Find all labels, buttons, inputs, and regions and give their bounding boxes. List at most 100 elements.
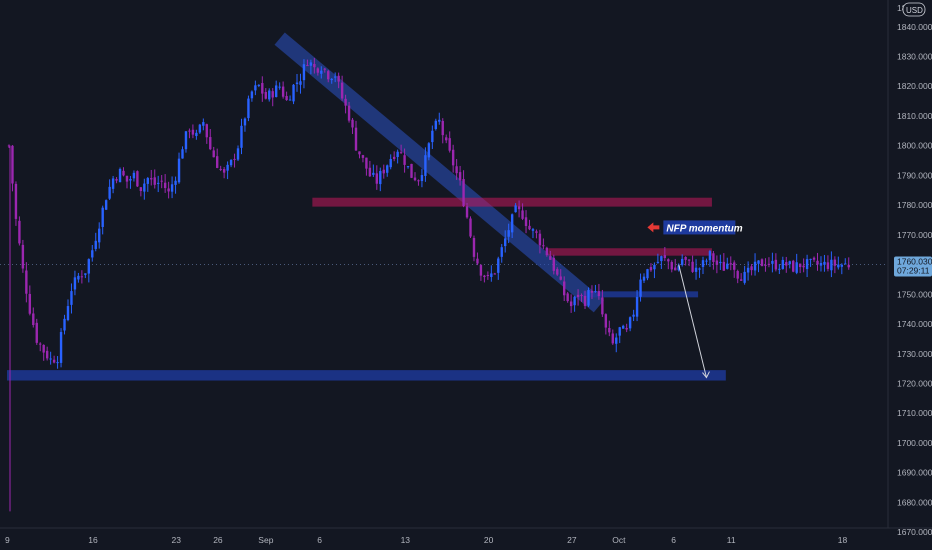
candle xyxy=(195,129,198,140)
candle xyxy=(122,167,125,177)
candle xyxy=(153,169,156,189)
price-axis[interactable]: 1840.000 1830.000 1820.000 1810.000 1800.000… xyxy=(894,2,932,537)
candle-body xyxy=(205,124,208,138)
candle-body xyxy=(136,171,139,187)
candle xyxy=(365,157,368,176)
candle-body xyxy=(514,205,517,213)
candle-body xyxy=(132,172,136,179)
candle xyxy=(229,159,233,168)
y-tick-label: 1830.000 xyxy=(897,51,932,61)
candle xyxy=(333,72,337,83)
currency-badge[interactable]: USD xyxy=(902,2,926,17)
y-tick-label: 1810.000 xyxy=(897,111,932,121)
resistance-zone-local[interactable] xyxy=(548,248,712,256)
candle xyxy=(434,118,438,131)
candle-body xyxy=(212,150,215,158)
candle xyxy=(472,235,476,262)
candle xyxy=(66,299,70,322)
candle-body xyxy=(18,220,21,244)
candle xyxy=(667,258,670,270)
candle xyxy=(101,205,104,235)
candle-body xyxy=(111,178,115,189)
candle xyxy=(618,326,621,344)
candle xyxy=(736,269,739,284)
x-tick-label: 13 xyxy=(401,535,411,545)
candle-body xyxy=(653,264,656,270)
candle-body xyxy=(250,91,254,99)
candle xyxy=(625,323,628,333)
candle-body xyxy=(528,225,531,230)
candle xyxy=(497,256,500,280)
projection-arrow-line xyxy=(678,264,707,378)
candle-body xyxy=(32,313,35,326)
time-axis[interactable]: 9 16 23 26 Sep 6 13 20 27 Oct 6 11 18 xyxy=(5,535,848,545)
candle-body xyxy=(198,124,202,133)
candle xyxy=(84,273,87,279)
candle xyxy=(722,253,726,271)
candle-body xyxy=(42,344,45,353)
candle-body xyxy=(80,276,84,278)
candle xyxy=(368,160,372,177)
candle-body xyxy=(556,269,559,275)
candle-body xyxy=(285,95,288,101)
candle xyxy=(281,81,285,99)
candle xyxy=(410,163,413,179)
candle-body xyxy=(705,260,708,262)
candle-body xyxy=(52,359,56,363)
candle xyxy=(524,210,528,234)
candle-body xyxy=(434,120,438,129)
candle xyxy=(840,263,843,275)
candle-body xyxy=(240,125,243,148)
candle xyxy=(753,253,757,276)
candle-body xyxy=(812,257,816,260)
candle xyxy=(35,318,38,345)
candle-body xyxy=(157,182,160,184)
candle xyxy=(757,260,760,273)
candle xyxy=(500,244,503,263)
support-zone-major[interactable] xyxy=(7,370,726,381)
candle xyxy=(490,265,493,282)
candle xyxy=(792,259,795,273)
candle xyxy=(750,264,753,276)
candle-body xyxy=(7,145,11,147)
candle xyxy=(691,255,694,273)
candle xyxy=(608,320,611,337)
candle xyxy=(424,147,427,182)
candle-body xyxy=(524,217,528,227)
candle xyxy=(844,258,847,265)
x-tick-label: Sep xyxy=(258,535,273,545)
candle xyxy=(212,146,215,158)
candle-body xyxy=(805,259,809,270)
candle xyxy=(115,177,118,184)
descending-trendline[interactable] xyxy=(274,32,605,313)
candle xyxy=(746,261,750,281)
candle-body xyxy=(302,64,306,81)
candle xyxy=(576,289,580,306)
candle-body xyxy=(445,137,448,141)
candle-body xyxy=(181,149,184,159)
candle-body xyxy=(299,81,302,85)
candle xyxy=(771,252,774,273)
candle-body xyxy=(497,258,500,273)
resistance-zone-main[interactable] xyxy=(312,197,712,207)
candle xyxy=(73,270,77,296)
candle xyxy=(733,260,736,278)
x-tick-label: 6 xyxy=(317,535,322,545)
y-tick-label: 1790.000 xyxy=(897,170,932,180)
candle xyxy=(517,200,521,218)
candle xyxy=(59,328,63,368)
candle xyxy=(441,118,444,144)
candle xyxy=(549,250,552,260)
candle xyxy=(254,80,257,96)
candle xyxy=(458,165,462,186)
candle xyxy=(823,254,826,272)
candle-body xyxy=(778,268,781,270)
y-tick-label: 1720.000 xyxy=(897,379,932,389)
candle xyxy=(358,151,361,159)
candle-body xyxy=(410,163,413,178)
candle-body xyxy=(98,228,101,243)
nfp-annotation[interactable]: NFP momentum xyxy=(647,220,743,235)
candle xyxy=(653,262,656,279)
